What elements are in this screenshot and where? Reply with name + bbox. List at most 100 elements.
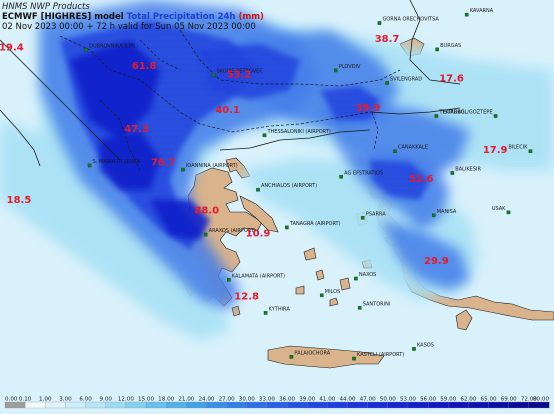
station-marker — [360, 216, 365, 220]
city-label: TANAGRA (AIRPORT) — [289, 221, 341, 227]
station-marker — [377, 21, 382, 25]
precip-value-label: 12.8 — [234, 291, 259, 302]
city-label: TEKIRDAG — [438, 110, 465, 116]
city-label: USAK — [492, 206, 506, 212]
city-label: ISTANBUL/GOZTEPE — [443, 110, 493, 116]
station-marker — [506, 210, 511, 215]
coast-italy — [0, 109, 41, 167]
colorbar-label: 44.00 — [340, 397, 356, 403]
border-albania — [99, 99, 141, 171]
station-marker — [493, 114, 498, 118]
colorbar-swatch — [327, 401, 348, 409]
precip-value-label: 17.9 — [483, 145, 508, 156]
precip-extreme-core-1 — [70, 40, 160, 140]
city-label: PALAIOCHORA — [294, 350, 330, 356]
colorbar-swatch — [105, 401, 127, 409]
colorbar-swatch — [448, 401, 469, 409]
station-marker — [357, 306, 362, 310]
colorbar-swatch — [367, 401, 389, 409]
station-marker — [434, 114, 439, 118]
city-kavarna: KAVARNA — [464, 8, 494, 17]
precip-extreme-core-3 — [150, 200, 210, 240]
colorbar-label: 1.00 — [39, 397, 52, 403]
colorbar-label: 62.00 — [460, 397, 476, 403]
precip-value-label: 18.5 — [7, 195, 32, 206]
city-label: SANTORINI — [363, 301, 391, 307]
colorbar-swatch — [166, 401, 187, 409]
city-dubrovnik-cilipi: DUBROVNIK/CILIPI — [84, 43, 135, 52]
city-skopje-petrovec: SKOPJE-PETROVEC — [211, 68, 263, 77]
station-marker — [450, 171, 455, 175]
colorbar-swatch — [4, 401, 26, 409]
city-label: THESSALONIKI (AIRPORT) — [266, 129, 330, 135]
city-label: KASTELI (AIRPORT) — [357, 352, 404, 358]
precip-heavy-thrace — [320, 86, 380, 120]
city-ioannina-airport: IOANNINA (AIRPORT) — [181, 163, 238, 172]
city-bilecik: BILECIK — [508, 145, 533, 154]
city-label: ANCHIALOS (AIRPORT) — [261, 183, 317, 189]
city-kythira: KYTHIRA — [263, 306, 291, 315]
city-naxos: NAXOS — [354, 272, 376, 281]
colorbar-label: 39.00 — [299, 397, 315, 403]
colorbar-swatch — [266, 401, 288, 409]
station-marker — [203, 232, 208, 237]
city-label: BURGAS — [440, 43, 461, 49]
station-marker — [528, 149, 533, 154]
city-layer: GORNA ORECHOVITSA KAVARNA DUBROVNIK/CILIPI… — [84, 8, 533, 361]
colorbar-swatch — [45, 401, 66, 409]
precip-light-west — [0, 120, 230, 340]
station-marker — [339, 174, 343, 179]
precip-value-label: 10.9 — [246, 229, 271, 240]
colorbar-swatch — [307, 401, 328, 409]
coastlines — [0, 0, 461, 167]
euboea-island — [239, 195, 279, 233]
colorbar-label: 15.00 — [138, 397, 154, 403]
colorbar-swatch — [488, 401, 510, 409]
city-santorini: SANTORINI — [357, 301, 391, 310]
city-milos: MILOS — [319, 289, 341, 298]
colorbar-label: 59.00 — [440, 397, 456, 403]
city-label: KALAMATA (AIRPORT) — [232, 273, 285, 279]
city-label: MILOS — [325, 289, 341, 295]
city-thessaloniki-airport: THESSALONIKI (AIRPORT) — [262, 129, 331, 138]
city-balikesir: BALIKESIR — [450, 166, 482, 175]
colorbar-label: 6.00 — [79, 397, 92, 403]
city-label: DUBROVNIK/CILIPI — [89, 43, 135, 49]
city-label: KYTHIRA — [269, 306, 291, 312]
colorbar-swatch — [206, 401, 228, 409]
station-marker — [285, 225, 289, 230]
colorbar-label: 18.00 — [158, 397, 174, 403]
header-title: ECMWF [HIGHRES] model Total Precipitatio… — [2, 12, 264, 22]
precip-value-label: 76.7 — [151, 157, 176, 168]
crete-island — [267, 345, 385, 369]
colorbar-label: 3.00 — [59, 397, 72, 403]
city-label: CANAKKALE — [398, 145, 428, 151]
coast-marmara — [369, 107, 461, 115]
header-producer: HNMS NWP Products — [2, 2, 90, 12]
precip-value-label: 47.3 — [124, 124, 149, 135]
city-tanagra-airport: TANAGRA (AIRPORT) — [285, 221, 341, 230]
precip-mid-southeast — [380, 220, 470, 290]
precip-value-label: 19.4 — [0, 42, 24, 53]
coast-black-sea — [409, 0, 461, 85]
variable-name: Total Precipitation 24h — [126, 12, 236, 22]
city-s-maria-di-leuca: S. MARIA DI LEUCA — [87, 159, 141, 168]
precip-heavy-north — [200, 44, 300, 100]
station-marker — [227, 277, 231, 282]
station-marker — [354, 276, 358, 281]
precip-value-label: 40.1 — [215, 105, 240, 116]
precip-value-label: 53.2 — [227, 69, 252, 80]
station-marker — [263, 311, 268, 315]
station-marker — [431, 213, 436, 218]
city-palaiochora: PALAIOCHORA — [289, 350, 331, 359]
city-kasteli-airport: KASTELI (AIRPORT) — [352, 352, 404, 361]
city-label: ARAXOS (AIRPORT) — [209, 228, 256, 234]
city-label: NAXOS — [359, 272, 376, 278]
colorbar-label: 56.00 — [420, 397, 436, 403]
andros-island — [303, 247, 317, 261]
colorbar-label: 12.00 — [118, 397, 134, 403]
station-marker — [334, 68, 338, 73]
colorbar-label: 36.00 — [279, 397, 295, 403]
city-label: KASOS — [417, 342, 434, 348]
